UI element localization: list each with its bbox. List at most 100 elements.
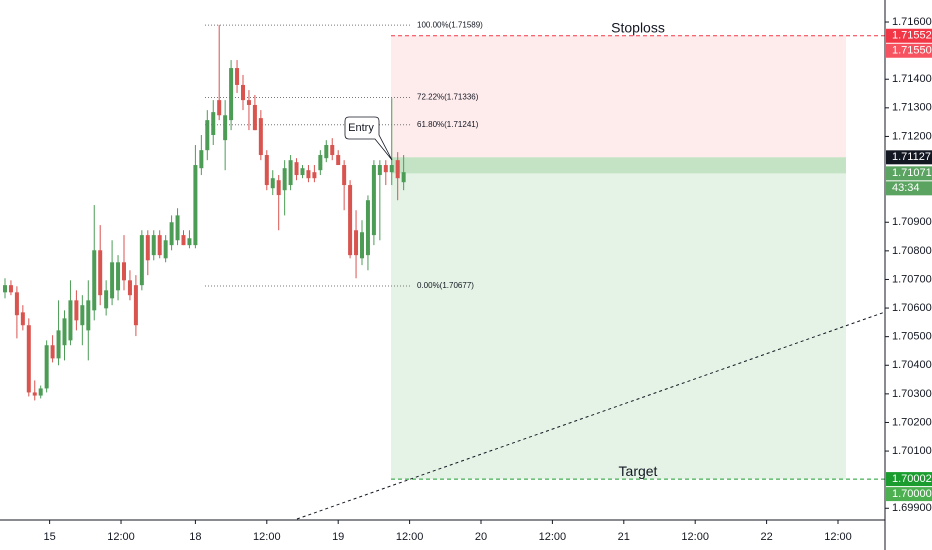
candle-body (199, 150, 204, 169)
candle-body (2, 285, 7, 293)
x-tick-label: 12:00 (396, 531, 424, 543)
candle-body (104, 290, 109, 309)
candle-body (50, 345, 55, 359)
candle-body (395, 160, 400, 179)
fib-label: 72.22%(1.71336) (417, 93, 479, 102)
candle-body (306, 170, 311, 179)
candle-body (276, 180, 281, 196)
price-label-bg (886, 150, 932, 165)
candle-body (175, 215, 180, 241)
entry-callout: Entry (344, 116, 393, 161)
candle-body (110, 262, 115, 299)
x-tick-label: 19 (332, 531, 344, 543)
candle-body (354, 230, 359, 256)
candle-body (371, 165, 376, 236)
x-tick-label: 21 (618, 531, 630, 543)
price-label: 1.71550 (892, 45, 932, 57)
open-pnl-zone (391, 157, 846, 174)
candle-body (342, 165, 347, 186)
candle-body (246, 100, 251, 105)
candle-body (181, 235, 186, 246)
y-tick-label: 1.70700 (892, 273, 932, 285)
price-label-bg (886, 487, 932, 502)
candle-body (252, 104, 257, 131)
price-label-bg (886, 472, 932, 487)
candle-body (98, 250, 103, 296)
y-tick-label: 1.70600 (892, 302, 932, 314)
plot (2, 24, 406, 401)
candle-body (348, 185, 353, 256)
candle-body (300, 168, 305, 176)
y-tick-label: 1.70900 (892, 216, 932, 228)
candle-body (401, 172, 406, 183)
x-tick-label: 12:00 (539, 531, 567, 543)
x-tick-label: 12:00 (107, 531, 135, 543)
candle-body (282, 168, 287, 191)
x-tick-label: 20 (475, 531, 487, 543)
x-tick-label: 18 (189, 531, 201, 543)
candle-body (157, 235, 162, 256)
candle-body (288, 160, 293, 186)
price-label-bg (886, 43, 932, 58)
price-label: 1.70000 (892, 488, 932, 500)
candle-body (264, 155, 269, 186)
candle-body (74, 300, 79, 321)
candle-body (62, 318, 67, 346)
candle-body (145, 235, 150, 261)
candle-body (20, 312, 25, 326)
candle-body (26, 325, 31, 393)
candle-body (223, 115, 228, 141)
candle-body (205, 120, 210, 151)
fib-label: 61.80%(1.71241) (417, 120, 479, 129)
candle-body (8, 285, 13, 293)
candle-body (163, 240, 168, 259)
y-tick-label: 1.70300 (892, 388, 932, 400)
trend-line (279, 311, 886, 526)
candle-body (336, 155, 341, 166)
position-tool: Stoploss Target 100.00%(1.71589) 72.22%(1.7… (205, 19, 885, 480)
candle-body (235, 68, 240, 85)
y-tick-label: 1.70100 (892, 445, 932, 457)
candle-body (86, 300, 91, 331)
candle-body (377, 165, 382, 176)
candle-body (133, 285, 138, 326)
y-tick-label: 1.71400 (892, 73, 932, 85)
candle-body (187, 238, 192, 246)
axis-background (885, 0, 932, 550)
candle-body (151, 235, 156, 256)
candle-body (127, 280, 132, 296)
x-tick-label: 12:00 (681, 531, 709, 543)
candle-body (14, 292, 19, 316)
x-tick-label: 22 (760, 531, 772, 543)
price-label-bg (886, 166, 932, 181)
candle-body (56, 330, 61, 359)
y-tick-label: 1.70200 (892, 416, 932, 428)
fib-label: 0.00%(1.70677) (417, 281, 474, 290)
price-label: 1.71127 (892, 151, 931, 163)
candle-body (312, 172, 317, 179)
y-tick-label: 1.71600 (892, 16, 932, 28)
y-tick-label: 1.71200 (892, 130, 932, 142)
candle-body (38, 388, 43, 396)
fib-label: 100.00%(1.71589) (417, 20, 483, 29)
target-label: Target (619, 463, 658, 479)
candle-body (389, 165, 394, 173)
candle-body (383, 165, 388, 173)
candle-body (359, 232, 364, 259)
price-label: 1.71071 (892, 167, 932, 179)
price-label: 1.70002 (892, 473, 932, 485)
candle-body (116, 262, 121, 291)
candle-body (240, 84, 245, 101)
candle-body (270, 178, 275, 189)
x-tick-label: 12:00 (824, 531, 852, 543)
y-tick-label: 1.70400 (892, 359, 932, 371)
candle-body (44, 345, 49, 389)
y-tick-label: 1.70500 (892, 331, 932, 343)
candle-body (32, 392, 37, 396)
entry-label: Entry (348, 122, 374, 134)
candle-body (211, 112, 216, 136)
price-label-bg (886, 28, 932, 43)
candle-body (330, 145, 335, 156)
countdown-bg (886, 181, 932, 196)
